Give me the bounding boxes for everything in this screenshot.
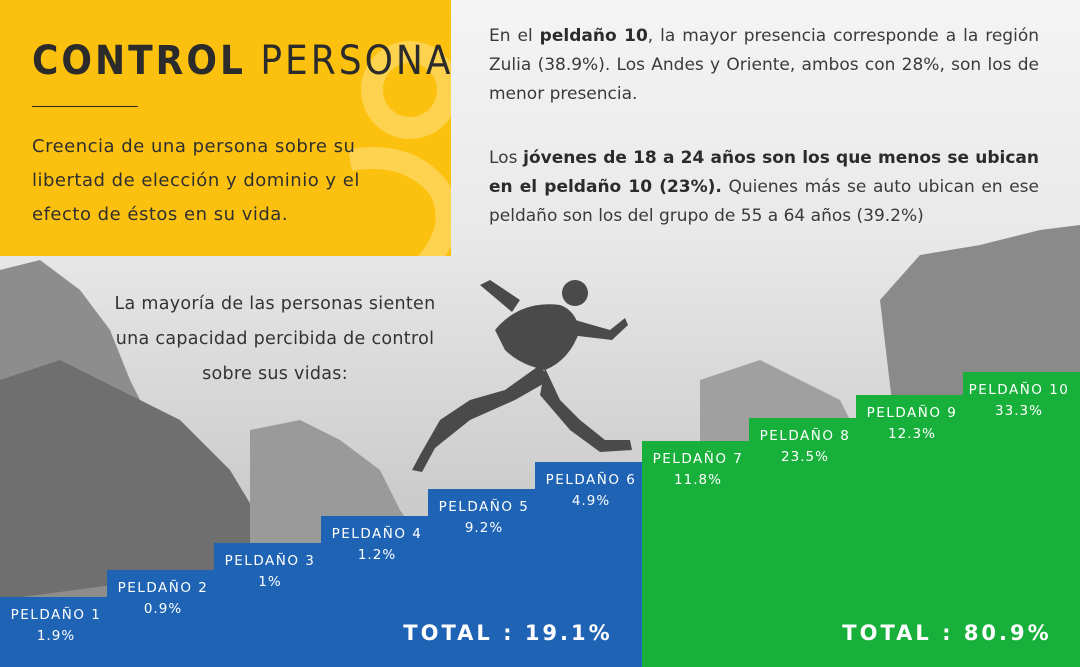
paragraph1-bold: peldaño 10 [539, 26, 648, 46]
step-label-8: PELDAÑO 8 [760, 427, 851, 444]
step-value-9: 12.3% [888, 426, 936, 442]
title-light-text: PERSONAL [260, 38, 451, 84]
step-value-10: 33.3% [995, 403, 1043, 419]
step-value-7: 11.8% [674, 472, 722, 488]
title-bold: CONTROL [32, 38, 246, 84]
group-total-2: TOTAL : 80.9% [842, 621, 1051, 645]
step-value-6: 4.9% [572, 493, 610, 509]
title-panel: CONTROL PERSONAL Creencia de una persona… [0, 0, 451, 256]
step-bar-7 [642, 441, 750, 667]
step-label-10: PELDAÑO 10 [969, 381, 1070, 398]
step-label-2: PELDAÑO 2 [118, 579, 209, 596]
lead-text: La mayoría de las personas sienten una c… [114, 294, 436, 384]
paragraph1-part1: En el [489, 26, 540, 46]
step-label-7: PELDAÑO 7 [653, 450, 744, 467]
paragraph-region: En el peldaño 10, la mayor presencia cor… [489, 22, 1039, 109]
step-label-3: PELDAÑO 3 [225, 552, 316, 569]
step-value-5: 9.2% [465, 520, 503, 536]
group-total-1: TOTAL : 19.1% [403, 621, 612, 645]
step-bar-5 [428, 489, 536, 667]
step-value-8: 23.5% [781, 449, 829, 465]
step-bar-6 [535, 462, 643, 667]
runner-silhouette [412, 280, 632, 472]
page-title: CONTROL PERSONAL [32, 38, 451, 84]
step-bar-4 [321, 516, 429, 667]
step-label-9: PELDAÑO 9 [867, 404, 958, 421]
paragraph2-part2: Quienes más se auto ubican en ese peldañ… [489, 177, 1039, 226]
step-bar-3 [214, 543, 322, 667]
step-label-1: PELDAÑO 1 [11, 606, 102, 623]
decorative-swoosh [348, 41, 451, 256]
step-bar-8 [749, 418, 857, 667]
step-bar-2 [107, 570, 215, 667]
step-value-2: 0.9% [144, 601, 182, 617]
step-bar-10 [963, 372, 1080, 667]
step-label-5: PELDAÑO 5 [439, 498, 530, 515]
definition-text: Creencia de una persona sobre su liberta… [32, 136, 360, 225]
step-label-6: PELDAÑO 6 [546, 471, 637, 488]
step-value-3: 1% [258, 574, 281, 590]
step-bar-1 [0, 597, 108, 667]
paragraph2-bold: jóvenes de 18 a 24 años son los que meno… [489, 148, 1039, 197]
paragraph-age: Los jóvenes de 18 a 24 años son los que … [489, 144, 1039, 231]
title-divider [32, 106, 138, 107]
step-bar-9 [856, 395, 964, 667]
title-light: PERSONAL [246, 38, 451, 84]
paragraph1-part2: , la mayor presencia corresponde a la re… [489, 26, 1039, 104]
step-value-4: 1.2% [358, 547, 396, 563]
step-label-4: PELDAÑO 4 [332, 525, 423, 542]
paragraph2-part1: Los [489, 148, 524, 168]
step-value-1: 1.9% [37, 628, 75, 644]
